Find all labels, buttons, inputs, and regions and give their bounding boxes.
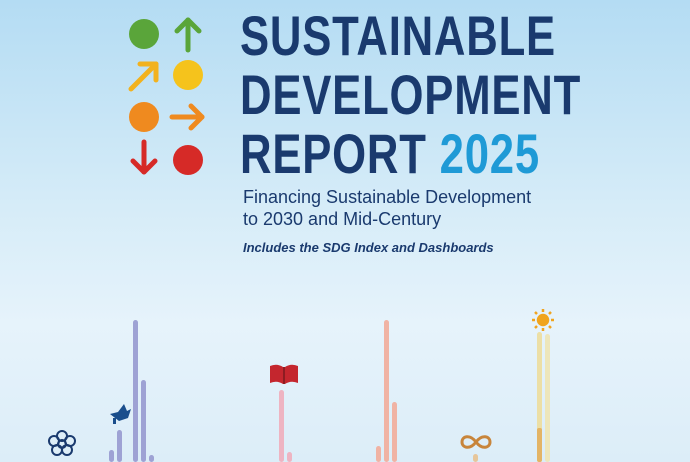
yellow-bar — [537, 428, 542, 462]
orange-circle-icon — [129, 102, 159, 132]
report-subtitle: Financing Sustainable Development to 203… — [243, 186, 531, 230]
salmon-bars — [376, 320, 397, 462]
report-tagline: Includes the SDG Index and Dashboards — [243, 240, 494, 255]
salmon-bar — [376, 446, 381, 462]
sdg-arrows-logo — [128, 17, 205, 175]
yellow-bars — [537, 332, 550, 462]
pink-bar — [287, 452, 292, 462]
purple-bar — [109, 450, 114, 462]
yellow-circle-icon — [173, 60, 203, 90]
flower-icon — [48, 430, 76, 456]
title-line-1: SUSTAINABLE — [240, 4, 556, 67]
subtitle-line-1: Financing Sustainable Development — [243, 187, 532, 207]
pink-bar — [279, 390, 284, 462]
subtitle-line-2: to 2030 and Mid-Century — [243, 209, 442, 229]
infinity-icon — [460, 435, 492, 449]
arrow-right-icon — [169, 103, 205, 131]
salmon-bar — [392, 402, 397, 462]
report-year: 2025 — [439, 122, 540, 185]
purple-bar — [149, 455, 154, 462]
report-title: SUSTAINABLE DEVELOPMENT REPORT 2025 — [240, 6, 581, 183]
purple-bar — [133, 320, 138, 462]
green-circle-icon — [129, 19, 159, 49]
tan-bar — [473, 454, 478, 462]
pink-bars-left — [279, 390, 292, 462]
arrow-down-icon — [130, 139, 158, 175]
title-report-word: REPORT — [240, 122, 427, 185]
purple-bar — [117, 430, 122, 462]
arrow-up-icon — [174, 17, 202, 53]
arrow-up-right-icon — [128, 61, 159, 92]
sun-icon — [532, 309, 554, 331]
purple-bars — [109, 320, 154, 462]
title-line-3: REPORT 2025 — [240, 124, 581, 183]
salmon-bar — [384, 320, 389, 462]
yellow-bar — [545, 334, 550, 462]
purple-bar — [141, 380, 146, 462]
red-circle-icon — [173, 145, 203, 175]
title-line-2: DEVELOPMENT — [240, 63, 582, 126]
dove-icon — [110, 404, 131, 424]
book-icon — [270, 364, 298, 384]
